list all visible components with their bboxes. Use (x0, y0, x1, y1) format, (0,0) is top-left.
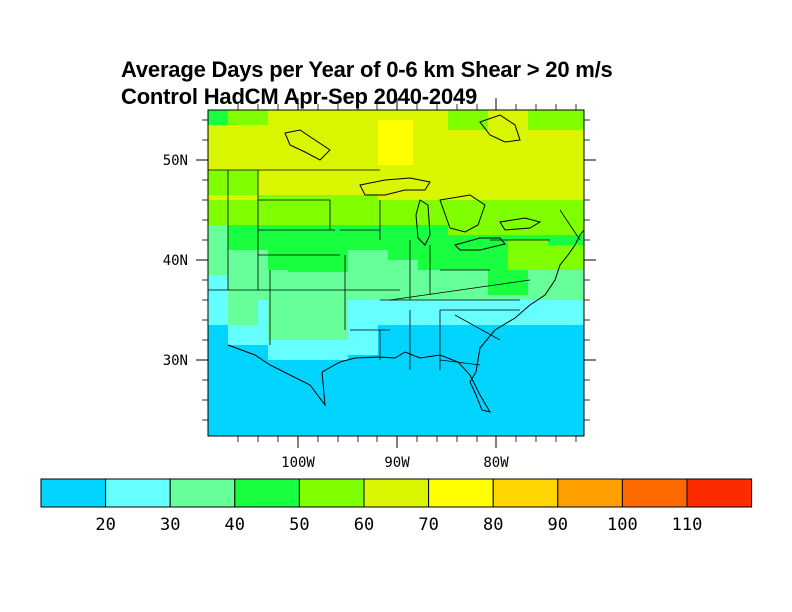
colorbar: 20 30 40 50 60 70 80 90 100 110 (40, 478, 753, 535)
colorbar-box (686, 478, 753, 508)
map-title-line-2: Control HadCM Apr-Sep 2040-2049 (121, 84, 478, 109)
colorbar-label: 100 (607, 515, 638, 535)
colorbar-box (428, 478, 494, 508)
colorbar-label: 50 (289, 515, 309, 535)
colorbar-label: 60 (354, 515, 374, 535)
colorbar-label: 30 (160, 515, 180, 535)
colorbar-box (105, 478, 171, 508)
colorbar-label: 70 (418, 515, 438, 535)
colorbar-box (40, 478, 107, 508)
colorbar-box (557, 478, 623, 508)
colorbar-box (363, 478, 430, 508)
colorbar-label: 40 (225, 515, 245, 535)
lon-label-80w: 80W (483, 455, 509, 471)
lat-label-40n: 40N (163, 253, 188, 269)
colorbar-box (298, 478, 365, 508)
lon-label-90w: 90W (384, 455, 410, 471)
colorbar-box (492, 478, 559, 508)
lat-label-30n: 30N (163, 353, 188, 369)
colorbar-box (169, 478, 236, 508)
coastlines (227, 114, 584, 413)
state-boundaries (208, 169, 581, 370)
lon-label-100w: 100W (281, 455, 315, 471)
shaded-field (208, 110, 584, 436)
colorbar-box (234, 478, 300, 508)
colorbar-box (621, 478, 688, 508)
minor-ticks (202, 104, 590, 442)
axis-ticks (196, 98, 596, 448)
colorbar-label: 80 (483, 515, 503, 535)
colorbar-label: 90 (548, 515, 568, 535)
lat-label-50n: 50N (163, 153, 188, 169)
colorbar-label: 110 (672, 515, 703, 535)
map-frame (207, 109, 585, 437)
map-title-line-1: Average Days per Year of 0-6 km Shear > … (121, 57, 613, 82)
colorbar-label: 20 (95, 515, 115, 535)
